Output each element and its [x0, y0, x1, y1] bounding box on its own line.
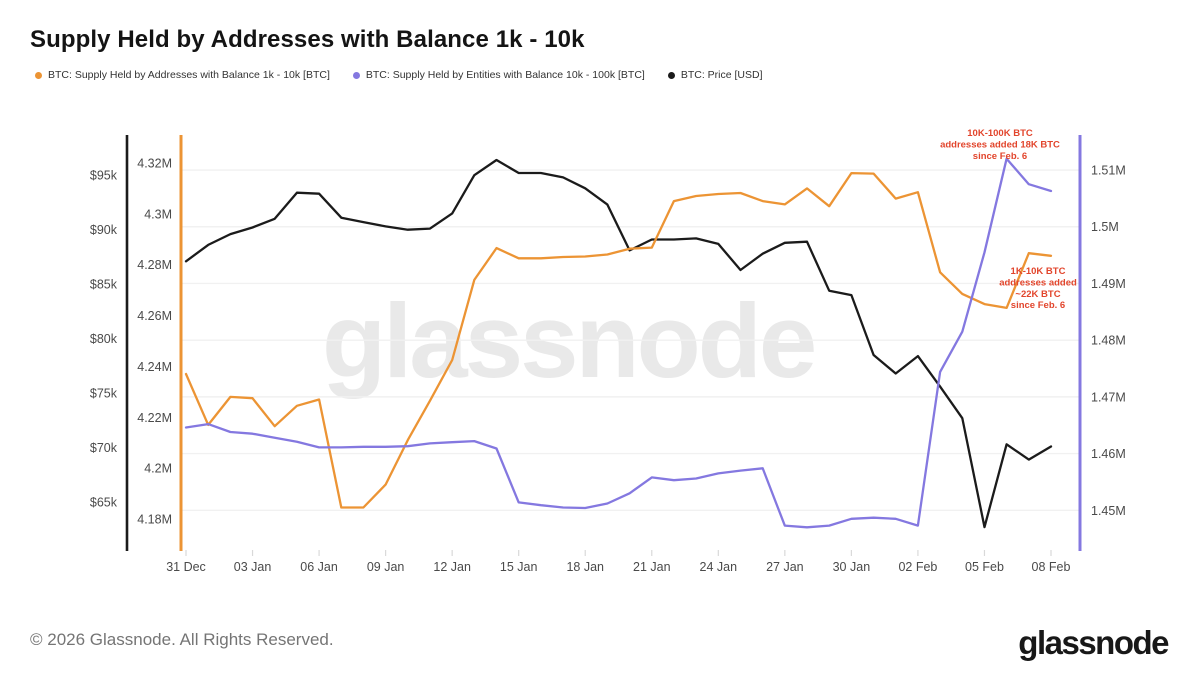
x-tick-label: 09 Jan	[367, 560, 405, 574]
y-tick-label: 4.26M	[137, 309, 172, 323]
y-tick-label: $85k	[90, 278, 118, 292]
legend-label: BTC: Price [USD]	[680, 69, 763, 81]
x-tick-label: 30 Jan	[833, 560, 871, 574]
y-tick-label: $65k	[90, 496, 118, 510]
legend-dot-orange-icon	[35, 71, 42, 79]
series-line-supply-1k-10k[interactable]	[184, 171, 1053, 509]
copyright-text: © 2026 Glassnode. All Rights Reserved.	[30, 630, 334, 649]
x-tick-label: 05 Feb	[965, 560, 1004, 574]
y-tick-label: 1.5M	[1091, 220, 1119, 234]
y-tick-label: $80k	[90, 332, 118, 346]
page-title: Supply Held by Addresses with Balance 1k…	[30, 26, 585, 53]
y-tick-label: 1.51M	[1091, 164, 1126, 178]
x-tick-label: 24 Jan	[700, 560, 738, 574]
y-tick-label: 4.2M	[144, 462, 172, 476]
legend-item-entities-10k-100k[interactable]: BTC: Supply Held by Entities with Balanc…	[352, 69, 645, 81]
x-tick-label: 27 Jan	[766, 560, 804, 574]
x-tick-label: 18 Jan	[566, 560, 604, 574]
legend-item-supply-1k-10k[interactable]: BTC: Supply Held by Addresses with Balan…	[35, 69, 330, 81]
y-tick-label: 1.46M	[1091, 447, 1126, 461]
y-axis-price-usd: $95k $90k $85k $80k $75k $70k $65k	[90, 169, 118, 510]
legend-item-price[interactable]: BTC: Price [USD]	[667, 69, 763, 81]
y-tick-label: 4.32M	[137, 156, 172, 170]
x-tick-label: 08 Feb	[1032, 560, 1071, 574]
annotation-note: 1K-10K BTC addresses added ~22K BTC since F…	[999, 266, 1077, 311]
y-tick-label: 1.47M	[1091, 390, 1126, 404]
y-tick-label: 1.49M	[1091, 277, 1126, 291]
x-tick-label: 06 Jan	[300, 560, 338, 574]
x-tick-label: 21 Jan	[633, 560, 671, 574]
y-tick-label: $90k	[90, 223, 118, 237]
gridlines	[181, 169, 1080, 512]
y-tick-label: 4.3M	[144, 207, 172, 221]
y-tick-label: 1.48M	[1091, 334, 1126, 348]
x-tick-label: 31 Dec	[166, 560, 206, 574]
y-tick-label: $70k	[90, 441, 118, 455]
y-tick-label: $75k	[90, 387, 118, 401]
series-line-price[interactable]	[184, 158, 1053, 529]
x-tick-label: 02 Feb	[898, 560, 937, 574]
legend-label: BTC: Supply Held by Addresses with Balan…	[48, 69, 330, 81]
y-tick-label: 4.24M	[137, 360, 172, 374]
y-tick-label: 4.28M	[137, 258, 172, 272]
y-tick-label: 4.18M	[137, 512, 172, 526]
series-line-entities-10k-100k[interactable]	[184, 157, 1053, 529]
y-tick-label: 4.22M	[137, 411, 172, 425]
axis-lines	[125, 135, 1082, 551]
chart-legend: BTC: Supply Held by Addresses with Balan…	[35, 69, 763, 81]
x-tick-label: 03 Jan	[234, 560, 272, 574]
x-tick-label: 12 Jan	[433, 560, 471, 574]
y-tick-label: 1.45M	[1091, 504, 1126, 518]
x-axis: 31 Dec 03 Jan 06 Jan 09 Jan 12 Jan 15 Jan 18 J…	[166, 550, 1071, 574]
y-axis-supply-1k-10k: 4.32M 4.3M 4.28M 4.26M 4.24M 4.22M 4.2M 4.18M	[137, 156, 172, 526]
legend-dot-black-icon	[667, 71, 675, 79]
y-axis-entities-10k-100k: 1.51M 1.5M 1.49M 1.48M 1.47M 1.46M 1.45M	[1091, 164, 1126, 518]
y-tick-label: $95k	[90, 169, 118, 183]
x-tick-label: 15 Jan	[500, 560, 538, 574]
legend-label: BTC: Supply Held by Entities with Balanc…	[365, 69, 645, 81]
glassnode-logo[interactable]: glassnode	[1018, 624, 1169, 661]
legend-dot-purple-icon	[352, 71, 360, 79]
annotation-note: 10K-100K BTC addresses added 18K BTC since…	[940, 128, 1060, 162]
glassnode-watermark: glassnode	[322, 283, 817, 400]
